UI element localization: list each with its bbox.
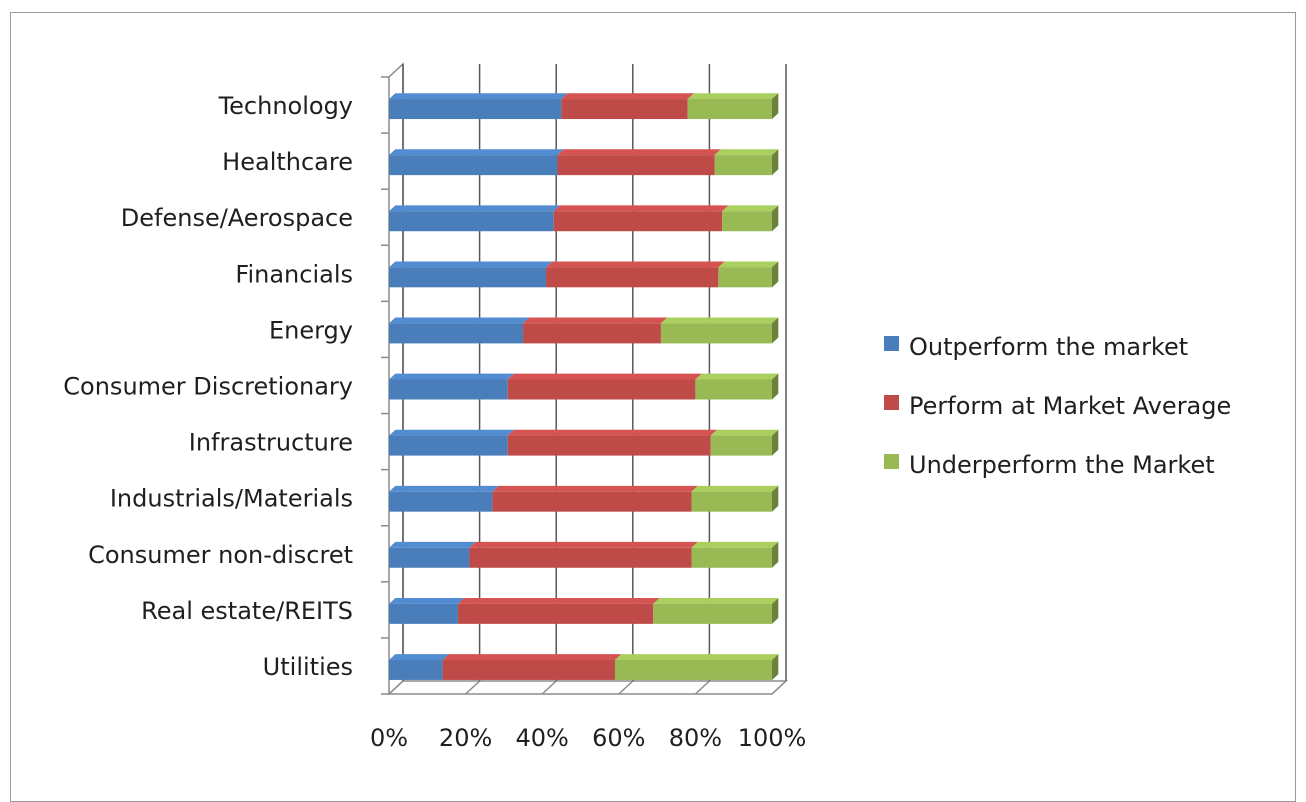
bar-segment-perform-at-market-average	[557, 149, 721, 176]
bar-segment-underperform-the-market	[687, 93, 779, 120]
bar-segment-underperform-the-market	[710, 429, 779, 456]
bar-segment-perform-at-market-average	[561, 93, 695, 120]
bar-segment-outperform-the-market	[389, 654, 449, 680]
bar-segment-outperform-the-market	[389, 317, 530, 344]
category-label-industrials-materials: Industrials/Materials	[110, 485, 353, 513]
bar-segment-outperform-the-market	[389, 429, 515, 456]
bar-segment-perform-at-market-average	[469, 541, 698, 568]
bar-group-healthcare	[389, 149, 779, 176]
category-label-real-estate-reits: Real estate/REITS	[141, 597, 353, 625]
category-labels: Technology Healthcare Defense/Aerospace Fin…	[63, 92, 353, 681]
x-tick-label: 40%	[516, 724, 569, 752]
bar-segment-underperform-the-market	[695, 373, 779, 400]
x-tick-label: 60%	[592, 724, 645, 752]
bar-segment-outperform-the-market	[389, 149, 564, 176]
x-tick-labels: 0% 20% 40% 60% 80% 100%	[370, 724, 806, 752]
bar-segment-underperform-the-market	[714, 149, 779, 176]
bar-segment-perform-at-market-average	[523, 317, 668, 344]
floor-tick	[618, 680, 634, 695]
chart-floor	[387, 680, 788, 695]
x-tick-label: 80%	[669, 724, 722, 752]
bar-group-real-estate-reits	[389, 598, 779, 624]
floor-tick	[541, 680, 557, 695]
bar-segment-perform-at-market-average	[553, 205, 729, 232]
bar-group-utilities	[389, 654, 779, 680]
bar-segment-underperform-the-market	[691, 485, 779, 512]
bar-segment-outperform-the-market	[389, 541, 476, 568]
floor-tick	[694, 680, 710, 695]
bar-group-defense-aerospace	[389, 205, 779, 232]
bar-segment-outperform-the-market	[389, 598, 465, 624]
bar-segment-underperform-the-market	[660, 317, 779, 344]
bar-segment-outperform-the-market	[389, 205, 560, 232]
legend: Outperform the market Perform at Market A…	[884, 333, 1231, 479]
legend-swatch	[884, 395, 899, 410]
bar-segment-underperform-the-market	[722, 205, 779, 232]
category-label-healthcare: Healthcare	[222, 148, 353, 176]
bar-segment-perform-at-market-average	[457, 598, 660, 624]
legend-item-outperform-the-market: Outperform the market	[884, 333, 1188, 361]
category-label-consumer-discretionary: Consumer Discretionary	[63, 373, 353, 401]
bar-segment-underperform-the-market	[653, 598, 779, 624]
bar-group-financials	[389, 261, 779, 288]
bars	[389, 93, 779, 680]
category-label-financials: Financials	[235, 260, 353, 288]
bar-group-energy	[389, 317, 779, 344]
category-label-consumer-non-discret: Consumer non-discret	[88, 541, 353, 569]
bar-segment-underperform-the-market	[614, 654, 779, 680]
bar-segment-perform-at-market-average	[492, 485, 698, 512]
bar-segment-outperform-the-market	[389, 373, 515, 400]
x-tick-label: 0%	[370, 724, 408, 752]
category-label-utilities: Utilities	[263, 653, 353, 681]
bar-segment-perform-at-market-average	[507, 373, 702, 400]
x-tick-label: 100%	[738, 724, 807, 752]
bar-group-industrials-materials	[389, 485, 779, 512]
bar-segment-underperform-the-market	[691, 541, 779, 568]
bar-segment-underperform-the-market	[718, 261, 779, 288]
x-tick-label: 20%	[439, 724, 492, 752]
bar-group-infrastructure	[389, 429, 779, 456]
floor-tick	[388, 680, 404, 695]
bar-segment-outperform-the-market	[389, 93, 568, 120]
floor-tick	[465, 680, 481, 695]
legend-label: Perform at Market Average	[909, 392, 1231, 420]
category-label-defense-aerospace: Defense/Aerospace	[121, 204, 353, 232]
bar-segment-outperform-the-market	[389, 485, 499, 512]
bar-group-consumer-non-discret	[389, 541, 779, 568]
bar-segment-perform-at-market-average	[507, 429, 718, 456]
category-label-energy: Energy	[269, 316, 353, 344]
legend-item-underperform-the-market: Underperform the Market	[884, 451, 1215, 479]
legend-item-perform-at-market-average: Perform at Market Average	[884, 392, 1231, 420]
bar-segment-perform-at-market-average	[546, 261, 725, 288]
legend-swatch	[884, 336, 899, 351]
legend-label: Outperform the market	[909, 333, 1188, 361]
bar-segment-outperform-the-market	[389, 261, 553, 288]
category-label-technology: Technology	[218, 92, 353, 120]
legend-label: Underperform the Market	[909, 451, 1215, 479]
legend-swatch	[884, 454, 899, 469]
bar-segment-perform-at-market-average	[442, 654, 622, 680]
floor-tick	[771, 680, 787, 695]
category-label-infrastructure: Infrastructure	[189, 429, 353, 457]
bar-group-consumer-discretionary	[389, 373, 779, 400]
bar-group-technology	[389, 93, 779, 120]
